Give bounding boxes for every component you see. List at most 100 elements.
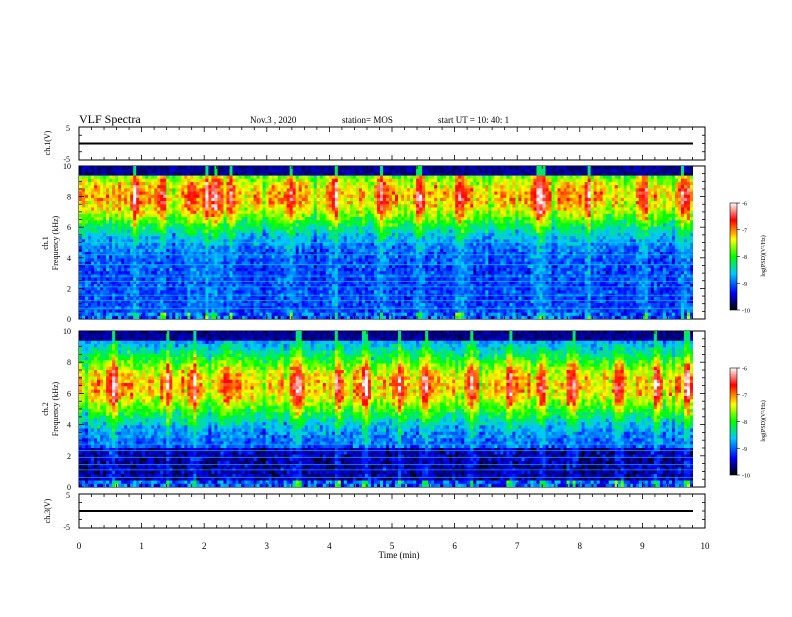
spectrogram-cell	[235, 312, 239, 317]
spectrogram-cell	[199, 258, 203, 263]
spectrogram-cell	[187, 226, 191, 231]
spectrogram-cell	[190, 185, 194, 189]
spectrogram-cell	[175, 181, 179, 186]
spectrogram-cell	[310, 229, 315, 234]
spectrogram-cell	[187, 172, 191, 176]
spectrogram-cell	[250, 303, 254, 307]
spectrogram-cell	[322, 169, 327, 173]
spectrogram-cell	[196, 248, 200, 253]
spectrogram-cell	[103, 204, 107, 208]
spectrogram-cell	[172, 315, 176, 319]
spectrogram-cell	[331, 299, 336, 304]
spectrogram-cell	[196, 268, 200, 272]
spectrogram-cell	[103, 191, 107, 196]
spectrogram-cell	[238, 188, 242, 192]
spectrogram-cell	[121, 303, 125, 307]
spectrogram-cell	[133, 261, 137, 266]
spectrogram-cell	[184, 217, 188, 221]
spectrogram-cell	[247, 280, 251, 285]
spectrogram-cell	[199, 315, 203, 319]
spectrogram-cell	[304, 252, 309, 256]
spectrogram-cell	[256, 185, 260, 189]
spectrogram-cell	[220, 185, 224, 189]
spectrogram-cell	[91, 264, 95, 269]
spectrogram-cell	[313, 242, 318, 247]
spectrogram-cell	[190, 226, 194, 231]
spectrogram-cell	[178, 213, 182, 218]
spectrogram-cell	[187, 255, 191, 259]
spectrogram-cell	[262, 271, 267, 275]
spectrogram-cell	[250, 258, 254, 263]
spectrogram-cell	[184, 194, 188, 199]
spectrogram-cell	[355, 210, 360, 215]
spectrogram-cell	[283, 194, 288, 199]
spectrogram-cell	[151, 210, 155, 215]
spectrogram-cell	[109, 312, 113, 317]
spectrogram-cell	[82, 191, 86, 196]
spectrogram-cell	[100, 229, 104, 234]
spectrogram-cell	[88, 229, 92, 234]
spectrogram-cell	[274, 255, 279, 259]
spectrogram-cell	[289, 268, 294, 272]
spectrogram-cell	[214, 210, 218, 215]
spectrogram-cell	[205, 232, 209, 237]
spectrogram-cell	[292, 220, 297, 224]
spectrogram-cell	[124, 239, 128, 243]
spectrogram-cell	[190, 210, 194, 215]
spectrogram-cell	[250, 299, 254, 304]
spectrogram-cell	[379, 312, 384, 317]
spectrogram-cell	[208, 188, 212, 192]
spectrogram-cell	[205, 287, 209, 291]
spectrogram-cell	[175, 242, 179, 247]
spectrogram-cell	[130, 315, 134, 319]
spectrogram-cell	[220, 226, 224, 231]
spectrogram-cell	[205, 213, 209, 218]
spectrogram-cell	[367, 220, 372, 224]
spectrogram-cell	[154, 299, 158, 304]
spectrogram-cell	[289, 315, 294, 319]
spectrogram-cell	[211, 290, 215, 294]
spectrogram-cell	[313, 255, 318, 259]
spectrogram-cell	[91, 280, 95, 285]
spectrogram-cell	[307, 239, 312, 243]
spectrogram-cell	[271, 255, 276, 259]
spectrogram-cell	[244, 255, 248, 259]
spectrogram-cell	[106, 181, 110, 186]
spectrogram-cell	[274, 213, 279, 218]
spectrogram-cell	[202, 258, 206, 263]
spectrogram-cell	[325, 280, 330, 285]
spectrogram-cell	[313, 261, 318, 266]
spectrogram-cell	[121, 232, 125, 237]
spectrogram-cell	[355, 242, 360, 247]
spectrogram-cell	[196, 181, 200, 186]
spectrogram-cell	[322, 283, 327, 288]
spectrogram-cell	[386, 252, 390, 256]
spectrogram-cell	[334, 232, 339, 237]
spectrogram-cell	[334, 210, 339, 215]
spectrogram-cell	[157, 169, 161, 173]
spectrogram-cell	[259, 166, 263, 170]
spectrogram-cell	[202, 175, 206, 180]
spectrogram-cell	[181, 258, 185, 263]
spectrogram-cell	[313, 188, 318, 192]
spectrogram-cell	[259, 261, 263, 266]
spectrogram-cell	[220, 220, 224, 224]
spectrogram-cell	[386, 280, 390, 285]
spectrogram-cell	[103, 236, 107, 240]
spectrogram-cell	[127, 283, 131, 288]
spectrogram-cell	[340, 258, 345, 263]
spectrogram-cell	[211, 287, 215, 291]
spectrogram-cell	[118, 283, 122, 288]
spectrogram-cell	[367, 210, 372, 215]
spectrogram-cell	[151, 312, 155, 317]
spectrogram-cell	[121, 210, 125, 215]
spectrogram-cell	[109, 258, 113, 263]
spectrogram-cell	[217, 191, 221, 196]
spectrogram-cell	[325, 197, 330, 202]
spectrogram-cell	[256, 223, 260, 227]
spectrogram-cell	[208, 283, 212, 288]
spectrogram-cell	[331, 258, 336, 263]
spectrogram-cell	[223, 185, 227, 189]
spectrogram-cell	[331, 226, 336, 231]
spectrogram-cell	[238, 178, 242, 183]
